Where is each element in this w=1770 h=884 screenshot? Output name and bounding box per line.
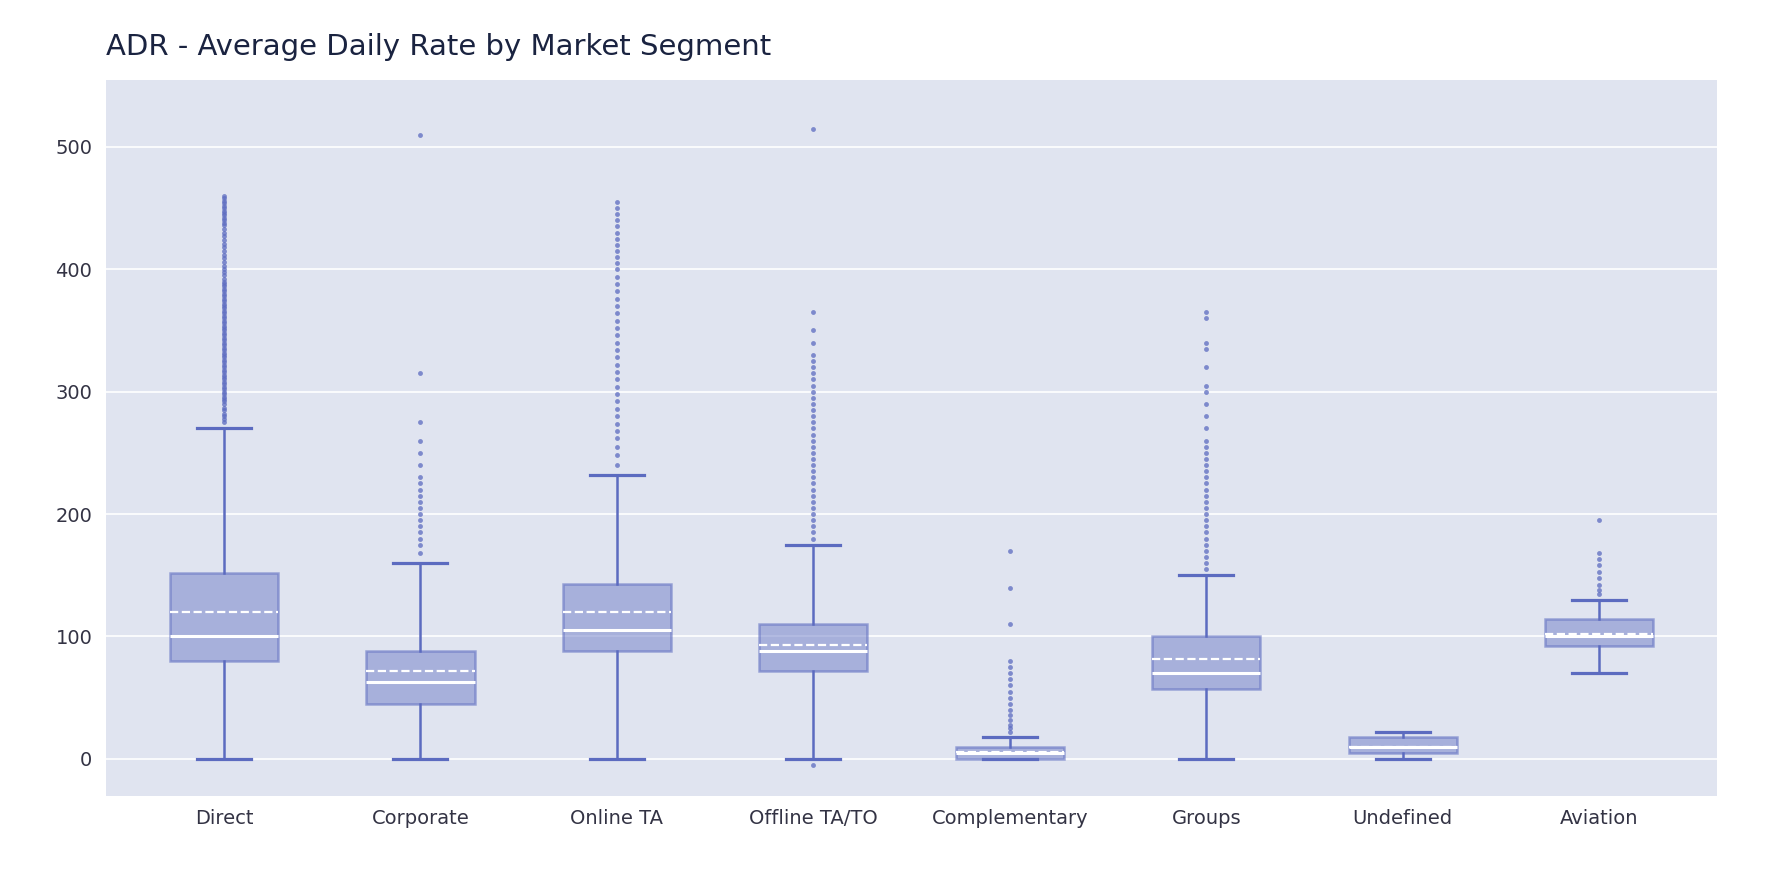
PathPatch shape	[1349, 737, 1457, 753]
PathPatch shape	[170, 573, 278, 661]
PathPatch shape	[956, 747, 1064, 758]
PathPatch shape	[759, 624, 867, 671]
Text: ADR - Average Daily Rate by Market Segment: ADR - Average Daily Rate by Market Segme…	[106, 33, 772, 61]
PathPatch shape	[563, 583, 671, 652]
PathPatch shape	[1545, 620, 1653, 646]
PathPatch shape	[1152, 636, 1260, 690]
PathPatch shape	[366, 652, 474, 704]
